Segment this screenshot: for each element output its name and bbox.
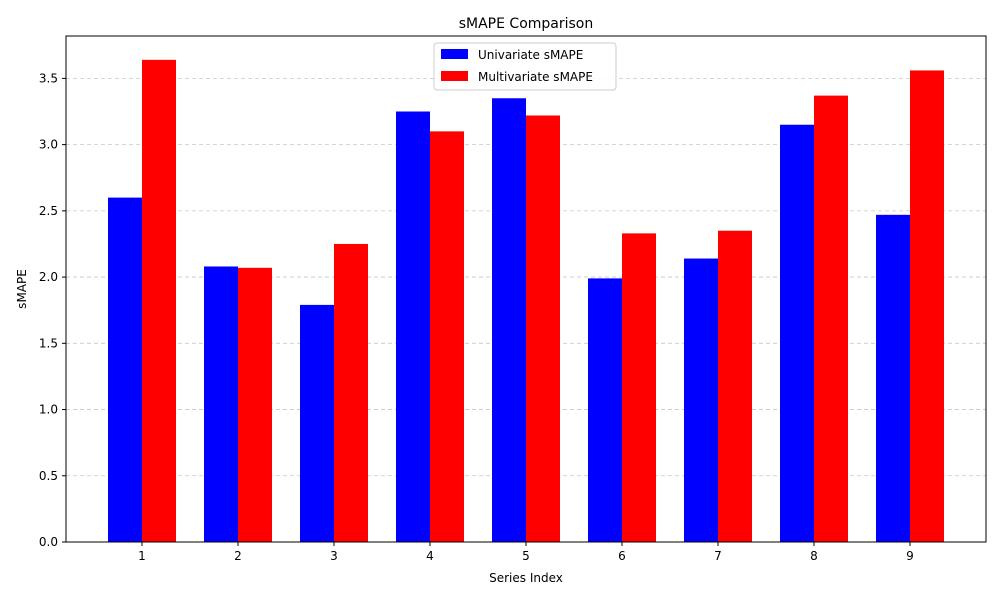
x-axis-label: Series Index [489,571,563,585]
bar-univariate-3 [300,304,334,542]
x-tick-label: 2 [234,549,242,563]
bar-multivariate-3 [334,243,368,542]
y-tick-label: 2.5 [39,204,58,218]
bar-multivariate-5 [526,115,560,542]
y-tick-label: 0.5 [39,469,58,483]
x-tick-label: 8 [810,549,818,563]
y-tick-label: 1.5 [39,336,58,350]
legend-box [433,42,617,91]
bars [108,59,944,543]
x-tick-label: 4 [426,549,434,563]
legend-swatch-multivariate [441,71,468,81]
x-tick-label: 6 [618,549,626,563]
bar-univariate-6 [588,278,622,542]
x-tick-label: 9 [906,549,914,563]
legend-label-multivariate: Multivariate sMAPE [478,70,593,84]
y-axis-label: sMAPE [15,269,29,309]
legend-label-univariate: Univariate sMAPE [478,48,583,62]
y-tick-label: 0.0 [39,535,58,549]
legend-swatch-univariate [441,49,468,59]
bar-univariate-2 [204,266,238,542]
y-tick-label: 3.0 [39,138,58,152]
x-tick-label: 3 [330,549,338,563]
bar-multivariate-7 [718,230,752,542]
y-tick-label: 2.0 [39,270,58,284]
bar-univariate-1 [108,197,142,542]
y-tick-label: 3.5 [39,71,58,85]
bar-multivariate-8 [814,95,848,542]
bar-univariate-5 [492,98,526,543]
bar-univariate-7 [684,258,718,542]
x-tick-label: 7 [714,549,722,563]
bar-multivariate-1 [142,59,176,543]
x-tick-label: 1 [138,549,146,563]
bar-univariate-9 [876,214,910,542]
x-axis: 1 2 3 4 5 6 7 8 9 [138,542,914,563]
bar-multivariate-4 [430,131,464,542]
y-axis: 0.0 0.5 1.0 1.5 2.0 2.5 3.0 3.5 [39,71,66,549]
x-tick-label: 5 [522,549,530,563]
legend: Univariate sMAPE Multivariate sMAPE [433,42,617,91]
bar-multivariate-9 [910,70,944,542]
y-tick-label: 1.0 [39,403,58,417]
chart-title: sMAPE Comparison [459,16,594,32]
bar-univariate-4 [396,111,430,542]
bar-multivariate-2 [238,267,272,542]
bar-multivariate-6 [622,233,656,542]
bar-univariate-8 [780,124,814,542]
